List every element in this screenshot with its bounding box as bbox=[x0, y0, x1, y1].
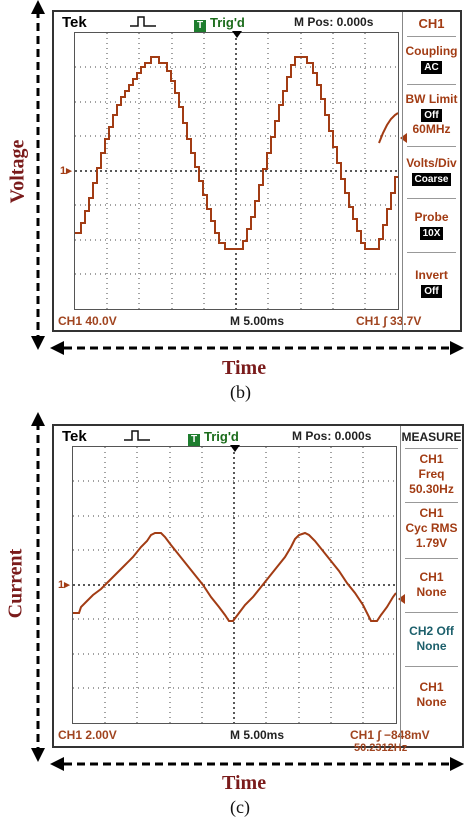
footer-trigger: CH1 ∫ 33.7V bbox=[356, 314, 422, 328]
scope-screen: Tek T Trig'd M Pos: 0.000s 1▸ CH1 bbox=[52, 10, 462, 332]
invert-label: Invert bbox=[415, 268, 448, 282]
grid-svg bbox=[75, 33, 398, 309]
coupling-label: Coupling bbox=[405, 44, 458, 58]
footer-time-scale: M 5.00ms bbox=[230, 314, 285, 328]
x-axis-label: Time bbox=[222, 357, 267, 379]
x-axis-label: Time bbox=[222, 772, 267, 794]
menu-invert[interactable]: Invert Off bbox=[403, 268, 460, 298]
measure-3[interactable]: CH1 None bbox=[401, 570, 462, 600]
bw-sub: 60MHz bbox=[412, 122, 451, 136]
trigger-icon: T bbox=[194, 20, 206, 32]
waveform-grid bbox=[72, 446, 397, 724]
trigger-status-text: Trig'd bbox=[204, 429, 239, 444]
measure-4[interactable]: CH2 Off None bbox=[401, 624, 462, 654]
menu-bw-limit[interactable]: BW Limit Off 60MHz bbox=[403, 92, 460, 137]
vdiv-label: Volts/Div bbox=[406, 156, 457, 170]
trigger-status: T Trig'd bbox=[194, 15, 245, 32]
caption: (b) bbox=[230, 382, 251, 402]
m4-type: None bbox=[416, 639, 447, 653]
current-trace bbox=[73, 531, 396, 622]
vdiv-value: Coarse bbox=[411, 173, 452, 186]
y-axis-arrow bbox=[31, 0, 45, 350]
trigger-status: T Trig'd bbox=[188, 429, 239, 446]
coupling-value: AC bbox=[421, 61, 442, 74]
m4-source: CH2 Off bbox=[409, 624, 454, 638]
pulse-icon bbox=[124, 430, 150, 441]
menu-title: CH1 bbox=[418, 16, 445, 31]
panel-b: Voltage Tek T Trig'd M Pos: 0.000s 1▸ bbox=[0, 0, 468, 410]
m2-type: Cyc RMS bbox=[405, 521, 458, 535]
grid-svg bbox=[73, 447, 396, 723]
side-menu: MEASURE CH1 Freq 50.30Hz CH1 Cyc RMS 1.7… bbox=[400, 426, 462, 746]
m1-source: CH1 bbox=[419, 452, 444, 466]
bw-value: Off bbox=[421, 109, 442, 122]
footer-trigger: CH1 ∫ −848mV bbox=[350, 728, 430, 742]
x-axis-arrow bbox=[50, 757, 464, 771]
m-pos: M Pos: 0.000s bbox=[292, 429, 372, 443]
footer-time-scale: M 5.00ms bbox=[230, 728, 285, 742]
trigger-position-marker bbox=[230, 445, 240, 452]
invert-value: Off bbox=[421, 285, 442, 298]
m2-value: 1.79V bbox=[415, 536, 448, 550]
menu-coupling[interactable]: Coupling AC bbox=[403, 44, 460, 74]
m3-source: CH1 bbox=[419, 570, 444, 584]
m-pos: M Pos: 0.000s bbox=[294, 15, 374, 29]
trigger-icon: T bbox=[188, 434, 200, 446]
m1-value: 50.30Hz bbox=[409, 482, 454, 496]
brand-label: Tek bbox=[62, 428, 87, 445]
trigger-level-marker bbox=[398, 594, 405, 604]
menu-title: MEASURE bbox=[401, 430, 462, 444]
menu-volts-div[interactable]: Volts/Div Coarse bbox=[403, 156, 460, 186]
m2-source: CH1 bbox=[419, 506, 444, 520]
y-axis-label: Voltage bbox=[6, 139, 29, 204]
y-axis-arrow bbox=[31, 412, 45, 762]
menu-probe[interactable]: Probe 10X bbox=[403, 210, 460, 240]
trigger-level-marker bbox=[400, 133, 407, 143]
brand-label: Tek bbox=[62, 14, 87, 31]
footer-frequency: 50.2312Hz bbox=[354, 742, 408, 754]
voltage-trace bbox=[75, 56, 398, 250]
bw-label: BW Limit bbox=[405, 92, 458, 106]
side-menu: CH1 Coupling AC BW Limit Off 60MHz Volts… bbox=[402, 12, 460, 330]
m1-type: Freq bbox=[418, 467, 445, 481]
m3-type: None bbox=[416, 585, 447, 599]
channel-marker: 1▸ bbox=[58, 579, 70, 591]
measure-2[interactable]: CH1 Cyc RMS 1.79V bbox=[401, 506, 462, 551]
channel-marker: 1▸ bbox=[60, 165, 72, 177]
measure-5[interactable]: CH1 None bbox=[401, 680, 462, 710]
footer-ch-scale: CH1 40.0V bbox=[58, 314, 117, 328]
panel-c: Current Tek T Trig'd M Pos: 0.000s 1▸ bbox=[0, 412, 468, 824]
measure-1[interactable]: CH1 Freq 50.30Hz bbox=[401, 452, 462, 497]
y-axis-label: Current bbox=[4, 548, 27, 619]
probe-label: Probe bbox=[414, 210, 449, 224]
m5-source: CH1 bbox=[419, 680, 444, 694]
x-axis-arrow bbox=[50, 341, 464, 355]
waveform-grid bbox=[74, 32, 399, 310]
trigger-status-text: Trig'd bbox=[210, 15, 245, 30]
probe-value: 10X bbox=[419, 227, 444, 240]
pulse-icon bbox=[130, 16, 156, 27]
footer-ch-scale: CH1 2.00V bbox=[58, 728, 117, 742]
scope-screen: Tek T Trig'd M Pos: 0.000s 1▸ CH1 2.00V bbox=[52, 424, 464, 754]
caption: (c) bbox=[230, 797, 250, 817]
trigger-position-marker bbox=[232, 31, 242, 38]
m5-type: None bbox=[416, 695, 447, 709]
